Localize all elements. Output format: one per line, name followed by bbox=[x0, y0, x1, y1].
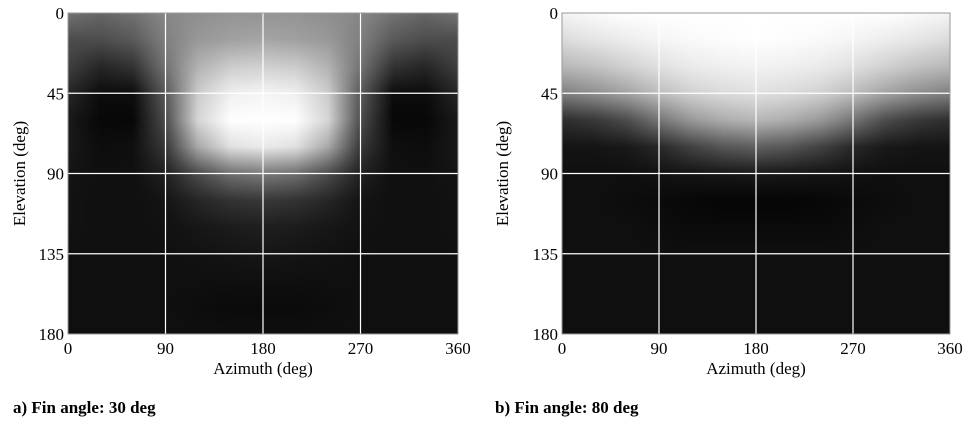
panel-caption-b: b) Fin angle: 80 deg bbox=[495, 398, 639, 417]
y-tick-label: 90 bbox=[47, 165, 64, 184]
x-tick-label: 180 bbox=[250, 339, 276, 358]
heatmap-panel-b: 0 90 180 270 360 0 45 90 135 180 Azimuth (deg) Elev… bbox=[483, 0, 966, 425]
y-tick-label: 45 bbox=[47, 84, 64, 103]
x-tick-label: 270 bbox=[840, 339, 866, 358]
y-axis-label: Elevation (deg) bbox=[493, 121, 512, 226]
panel-caption-a: a) Fin angle: 30 deg bbox=[13, 398, 156, 417]
x-tick-label: 270 bbox=[348, 339, 374, 358]
y-tick-label: 45 bbox=[541, 84, 558, 103]
x-axis-label: Azimuth (deg) bbox=[706, 359, 806, 378]
y-tick-label: 0 bbox=[550, 4, 559, 23]
x-tick-label: 90 bbox=[651, 339, 668, 358]
y-axis-label: Elevation (deg) bbox=[10, 121, 29, 226]
plot-frame bbox=[561, 12, 951, 335]
x-tick-label: 180 bbox=[743, 339, 769, 358]
y-tick-label: 90 bbox=[541, 165, 558, 184]
y-tick-label: 0 bbox=[56, 4, 65, 23]
y-tick-label: 180 bbox=[39, 325, 65, 344]
x-tick-label: 360 bbox=[445, 339, 471, 358]
x-tick-label: 360 bbox=[937, 339, 963, 358]
x-tick-label: 0 bbox=[64, 339, 73, 358]
x-axis-label: Azimuth (deg) bbox=[213, 359, 313, 378]
y-tick-label: 135 bbox=[39, 245, 65, 264]
x-tick-label: 0 bbox=[558, 339, 567, 358]
plot-frame bbox=[67, 12, 459, 335]
x-tick-label: 90 bbox=[157, 339, 174, 358]
y-tick-label: 135 bbox=[533, 245, 559, 264]
heatmap-panel-a: 0 90 180 270 360 0 45 90 135 180 Azimuth (deg) Elev… bbox=[0, 0, 483, 425]
y-tick-label: 180 bbox=[533, 325, 559, 344]
